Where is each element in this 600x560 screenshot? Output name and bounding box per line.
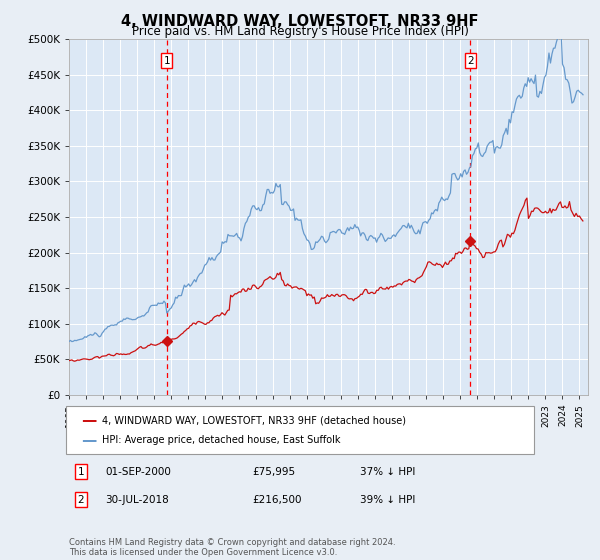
Text: Price paid vs. HM Land Registry's House Price Index (HPI): Price paid vs. HM Land Registry's House … — [131, 25, 469, 38]
Text: —: — — [81, 413, 97, 428]
Text: 01-SEP-2000: 01-SEP-2000 — [105, 466, 171, 477]
Text: £216,500: £216,500 — [252, 494, 302, 505]
Text: 30-JUL-2018: 30-JUL-2018 — [105, 494, 169, 505]
Text: 37% ↓ HPI: 37% ↓ HPI — [360, 466, 415, 477]
Text: £75,995: £75,995 — [252, 466, 295, 477]
Text: HPI: Average price, detached house, East Suffolk: HPI: Average price, detached house, East… — [102, 435, 341, 445]
Text: 2: 2 — [77, 494, 85, 505]
Text: 2: 2 — [467, 55, 473, 66]
Text: 1: 1 — [164, 55, 170, 66]
Text: —: — — [81, 433, 97, 448]
Text: 4, WINDWARD WAY, LOWESTOFT, NR33 9HF (detached house): 4, WINDWARD WAY, LOWESTOFT, NR33 9HF (de… — [102, 416, 406, 426]
Text: 39% ↓ HPI: 39% ↓ HPI — [360, 494, 415, 505]
Text: Contains HM Land Registry data © Crown copyright and database right 2024.
This d: Contains HM Land Registry data © Crown c… — [69, 538, 395, 557]
Text: 1: 1 — [77, 466, 85, 477]
Text: 4, WINDWARD WAY, LOWESTOFT, NR33 9HF: 4, WINDWARD WAY, LOWESTOFT, NR33 9HF — [121, 14, 479, 29]
